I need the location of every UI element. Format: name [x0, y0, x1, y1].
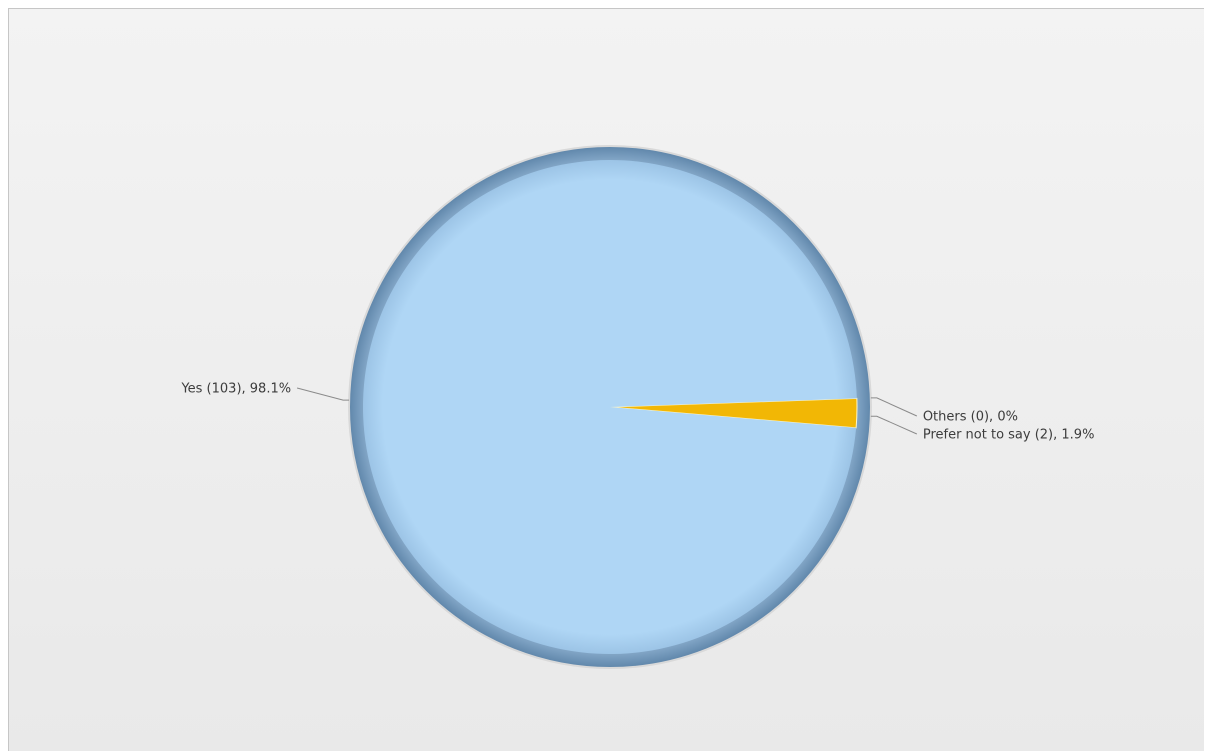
data-label-others: Others (0), 0%	[923, 410, 1018, 425]
pie-slices	[363, 160, 858, 655]
pie-slice-prefer-not-to-say[interactable]	[609, 397, 858, 429]
leader-line-prefer-not-to-say	[870, 415, 918, 435]
chart-panel: Others (0), 0% Prefer not to say (2), 1.9…	[8, 8, 1204, 751]
pie-labels: Others (0), 0% Prefer not to say (2), 1.9…	[180, 382, 1094, 443]
data-label-prefer-not-to-say: Prefer not to say (2), 1.9%	[923, 428, 1095, 443]
pie-slice-yes[interactable]	[363, 160, 857, 655]
pie-chart: Others (0), 0% Prefer not to say (2), 1.9…	[180, 145, 1094, 669]
leader-line-others	[870, 397, 918, 417]
data-label-yes: Yes (103), 98.1%	[180, 382, 291, 397]
leader-line-yes	[296, 387, 350, 401]
